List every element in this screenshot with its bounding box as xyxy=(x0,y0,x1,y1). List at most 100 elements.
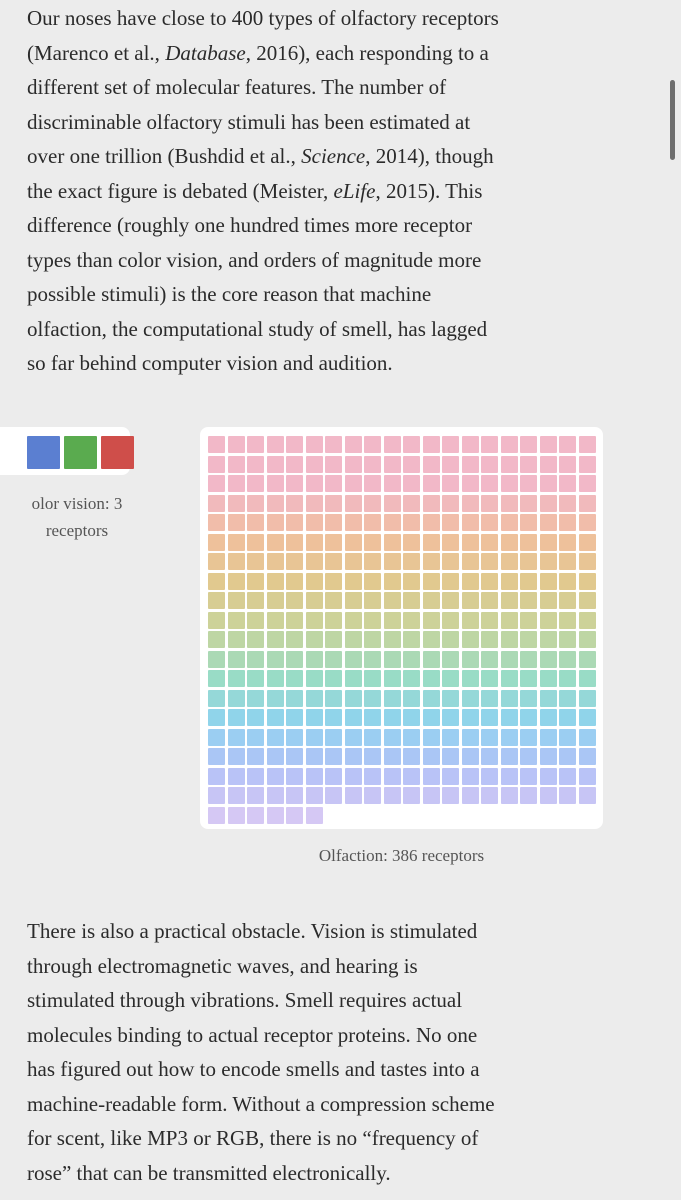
receptor-square xyxy=(578,436,596,453)
receptor-square xyxy=(442,494,459,512)
receptor-square xyxy=(286,611,303,629)
caption-label: Olfaction: xyxy=(318,846,388,865)
receptor-square xyxy=(364,455,381,473)
receptor-square xyxy=(344,728,362,746)
receptor-square xyxy=(247,572,264,590)
receptor-square xyxy=(286,436,303,453)
receptor-square xyxy=(286,631,303,648)
text-line: different set of molecular features. The… xyxy=(27,70,499,105)
receptor-square xyxy=(559,787,576,804)
receptor-square xyxy=(481,592,498,609)
receptor-square xyxy=(559,767,576,785)
receptor-square xyxy=(422,572,440,590)
text-run: , 2015). This xyxy=(375,178,483,203)
receptor-square xyxy=(208,592,225,609)
receptor-square xyxy=(305,514,323,531)
receptor-square xyxy=(227,748,245,765)
receptor-square xyxy=(520,533,537,551)
receptor-square xyxy=(500,650,518,668)
receptor-square xyxy=(344,475,362,492)
receptor-square xyxy=(520,689,537,707)
receptor-square xyxy=(247,455,264,473)
text-line: types than color vision, and orders of m… xyxy=(27,243,499,278)
text-line: so far behind computer vision and auditi… xyxy=(27,346,499,381)
receptor-square xyxy=(383,455,401,473)
receptor-square xyxy=(383,670,401,687)
receptor-square xyxy=(227,650,245,668)
receptor-square xyxy=(344,670,362,687)
receptor-square xyxy=(364,767,381,785)
receptor-square xyxy=(500,514,518,531)
text-line: over one trillion (Bushdid et al., Scien… xyxy=(27,139,499,174)
receptor-square xyxy=(422,611,440,629)
receptor-square xyxy=(442,455,459,473)
receptor-square xyxy=(247,436,264,453)
receptor-square xyxy=(481,572,498,590)
receptor-square xyxy=(383,436,401,453)
receptor-square xyxy=(325,709,342,726)
receptor-square xyxy=(325,592,342,609)
receptor-square xyxy=(208,670,225,687)
receptor-square xyxy=(500,631,518,648)
receptor-square xyxy=(344,611,362,629)
receptor-square xyxy=(227,514,245,531)
receptor-square xyxy=(578,514,596,531)
receptor-square xyxy=(383,748,401,765)
receptor-square xyxy=(325,787,342,804)
receptor-square xyxy=(442,572,459,590)
text-line: machine-readable form. Without a compres… xyxy=(27,1087,495,1122)
receptor-square xyxy=(383,553,401,570)
receptor-square xyxy=(27,436,60,469)
receptor-square xyxy=(305,748,323,765)
receptor-square xyxy=(500,748,518,765)
receptor-square xyxy=(422,670,440,687)
text-line: There is also a practical obstacle. Visi… xyxy=(27,914,495,949)
receptor-square xyxy=(442,533,459,551)
receptor-square xyxy=(520,592,537,609)
receptor-square xyxy=(442,689,459,707)
receptor-square xyxy=(247,650,264,668)
receptor-square xyxy=(461,533,479,551)
receptor-square xyxy=(442,748,459,765)
receptor-square xyxy=(539,514,557,531)
receptor-square xyxy=(461,748,479,765)
receptor-square xyxy=(403,748,420,765)
receptor-square xyxy=(539,631,557,648)
receptor-square xyxy=(325,553,342,570)
receptor-square xyxy=(559,650,576,668)
receptor-square xyxy=(422,709,440,726)
receptor-square xyxy=(364,787,381,804)
receptor-square xyxy=(227,728,245,746)
receptor-square xyxy=(500,767,518,785)
receptor-square xyxy=(305,631,323,648)
receptor-square xyxy=(266,650,284,668)
receptor-square xyxy=(383,572,401,590)
receptor-square xyxy=(578,631,596,648)
receptor-square xyxy=(383,767,401,785)
receptor-square xyxy=(344,709,362,726)
receptor-square xyxy=(442,611,459,629)
caption-label: olor vision: xyxy=(31,494,110,513)
receptor-square xyxy=(383,689,401,707)
receptor-square xyxy=(208,728,225,746)
text-line: discriminable olfactory stimuli has been… xyxy=(27,105,499,140)
receptor-square xyxy=(344,689,362,707)
receptor-square xyxy=(266,494,284,512)
receptor-square xyxy=(403,592,420,609)
receptor-square xyxy=(364,709,381,726)
receptor-square xyxy=(403,572,420,590)
receptor-square xyxy=(266,728,284,746)
receptor-square xyxy=(422,455,440,473)
receptor-square xyxy=(500,436,518,453)
receptor-square xyxy=(539,787,557,804)
receptor-square xyxy=(500,592,518,609)
receptor-square xyxy=(578,475,596,492)
receptor-square xyxy=(481,748,498,765)
receptor-square xyxy=(539,709,557,726)
receptor-square xyxy=(227,767,245,785)
receptor-square xyxy=(208,689,225,707)
receptor-square xyxy=(461,553,479,570)
citation-title: Database xyxy=(165,40,246,65)
receptor-square xyxy=(208,572,225,590)
receptor-square xyxy=(461,572,479,590)
